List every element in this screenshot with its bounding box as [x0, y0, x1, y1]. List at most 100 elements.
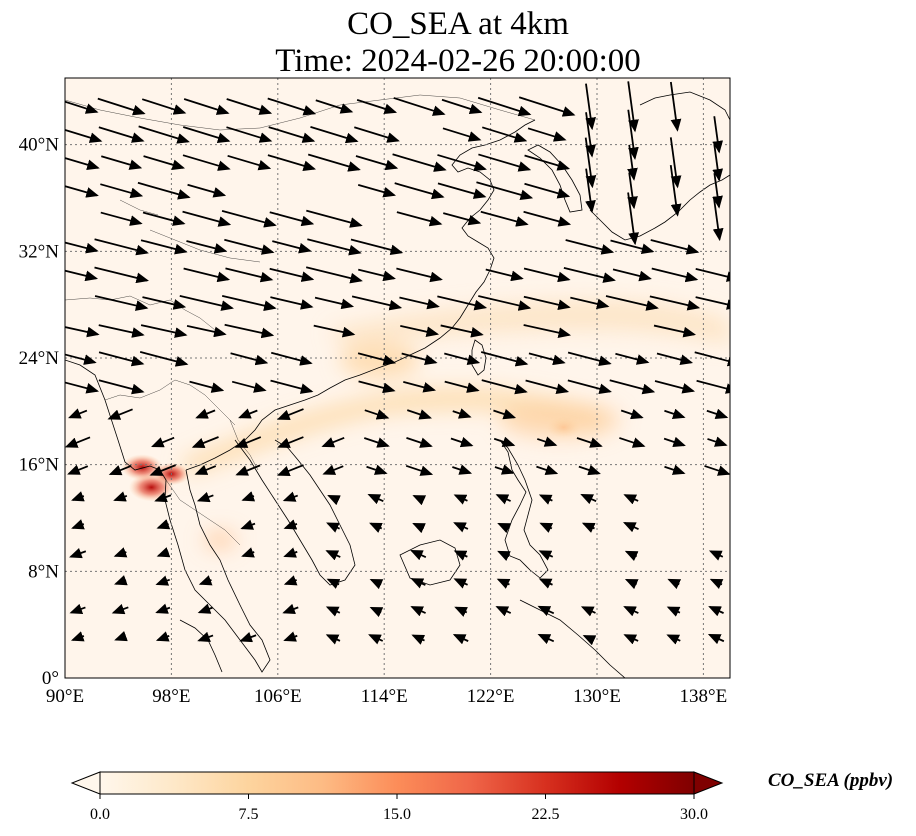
wind-arrow [622, 522, 639, 533]
wind-arrow [667, 578, 682, 590]
wind-arrow [453, 578, 468, 589]
wind-arrow [707, 436, 728, 447]
colorbar-ramp [99, 771, 695, 795]
wind-arrow [444, 352, 481, 365]
wind-arrow [494, 464, 515, 475]
colorbar-tick-label: 22.5 [532, 806, 560, 823]
wind-arrow [567, 351, 612, 366]
wind-arrow [444, 380, 480, 393]
wind-arrow [453, 550, 468, 561]
wind-arrow [283, 575, 298, 586]
wind-arrow [358, 380, 396, 394]
wind-arrow [707, 633, 725, 645]
wind-arrow [65, 436, 91, 448]
wind-arrow [576, 437, 603, 448]
wind-arrow [198, 575, 213, 586]
wind-arrow [412, 522, 426, 534]
wind-arrow [538, 550, 554, 561]
wind-arrow [267, 97, 317, 116]
wind-arrow [437, 154, 487, 172]
wind-arrow [442, 127, 482, 142]
wind-arrow [321, 436, 345, 448]
wind-arrow [649, 295, 701, 311]
wind-arrow [453, 522, 469, 533]
wind-arrow [523, 267, 571, 283]
wind-arrow [94, 266, 149, 284]
wind-arrow [94, 238, 149, 256]
wind-arrow [612, 268, 652, 282]
wind-arrow [538, 578, 553, 589]
wind-arrow [186, 240, 228, 254]
wind-arrow [101, 155, 143, 170]
wind-arrow [140, 239, 188, 255]
wind-arrow [440, 324, 484, 338]
wind-arrow [369, 578, 384, 590]
wind-arrow [305, 266, 363, 284]
wind-arrow [695, 267, 730, 282]
wind-arrow [523, 210, 572, 227]
wind-arrow [187, 183, 227, 198]
lat-tick-label: 8°N [28, 561, 59, 582]
wind-arrow [156, 547, 171, 558]
wind-arrow [315, 99, 354, 114]
colorbar-extend-max [693, 771, 724, 795]
wind-arrow [94, 295, 149, 311]
wind-arrow [354, 126, 400, 143]
wind-arrow [283, 547, 298, 558]
wind-arrow [477, 96, 532, 117]
wind-arrow [143, 155, 186, 170]
wind-arrow [224, 238, 275, 255]
wind-arrow [651, 267, 699, 283]
wind-arrow [580, 493, 597, 505]
wind-arrow [704, 465, 730, 476]
wind-arrow [65, 241, 99, 254]
wind-arrow [369, 522, 383, 533]
wind-arrow [650, 239, 700, 255]
wind-arrow [226, 126, 273, 143]
wind-arrow [623, 634, 639, 645]
wind-arrow [240, 519, 256, 530]
wind-arrow [98, 379, 145, 395]
wind-arrow [441, 98, 483, 115]
wind-arrow [570, 296, 610, 310]
wind-arrow [410, 578, 426, 589]
map-frame [64, 77, 731, 679]
wind-arrow [538, 494, 553, 505]
wind-arrow [114, 575, 128, 586]
wind-arrow [272, 240, 312, 254]
lon-tick-label: 90°E [46, 686, 84, 707]
wind-arrow [227, 154, 272, 171]
wind-arrow [277, 408, 304, 420]
wind-arrow [225, 267, 274, 283]
wind-arrow [539, 522, 554, 533]
lon-tick-label: 130°E [573, 686, 621, 707]
wind-arrow [269, 211, 315, 227]
wind-arrow [582, 635, 597, 646]
wind-arrow [536, 464, 559, 476]
wind-arrow [367, 493, 384, 505]
wind-arrow [368, 634, 384, 645]
wind-arrow [615, 352, 650, 365]
wind-arrow [65, 100, 99, 114]
wind-arrow [563, 266, 616, 283]
wind-arrow [325, 634, 341, 645]
wind-arrow [191, 436, 219, 449]
wind-arrow [706, 408, 729, 419]
lat-tick-label: 32°N [19, 241, 60, 262]
wind-arrow [221, 209, 277, 228]
wind-arrow [69, 547, 87, 559]
wind-arrow [396, 211, 443, 227]
wind-arrow [664, 464, 686, 475]
wind-arrow [277, 436, 304, 448]
wind-arrow [565, 239, 615, 255]
wind-arrow [358, 268, 396, 282]
wind-arrow [624, 578, 639, 590]
colorbar-extend-min [70, 771, 101, 795]
wind-arrow [197, 631, 214, 642]
wind-arrow [623, 494, 639, 505]
wind-arrow [197, 603, 213, 614]
wind-arrow [71, 519, 85, 530]
colorbar-ticks: 0.0 7.5 15.0 22.5 30.0 [90, 794, 708, 823]
wind-arrow [712, 116, 724, 154]
wind-arrow [480, 210, 529, 227]
